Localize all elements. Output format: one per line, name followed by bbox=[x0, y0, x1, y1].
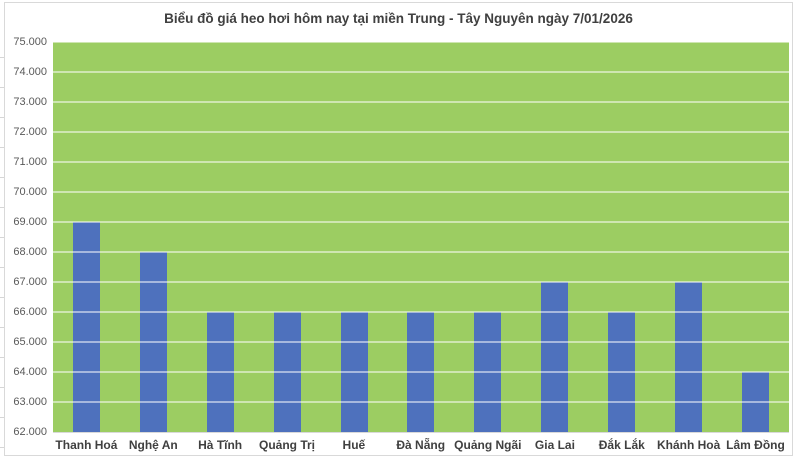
x-axis-category-label: Đà Nẵng bbox=[396, 438, 446, 452]
left-edge-row-tick bbox=[0, 147, 4, 148]
y-axis-tick-label: 62.000 bbox=[13, 426, 47, 438]
left-edge-row-tick bbox=[0, 207, 4, 208]
left-edge-row-tick bbox=[0, 387, 4, 388]
y-axis-tick-label: 69.000 bbox=[13, 216, 47, 228]
gridline bbox=[53, 221, 789, 223]
x-axis-category-label: Huế bbox=[342, 438, 366, 452]
left-edge-row-tick bbox=[0, 357, 4, 358]
left-edge-row-tick bbox=[0, 417, 4, 418]
x-axis-category-label: Hà Tĩnh bbox=[198, 438, 243, 452]
left-edge-row-tick bbox=[0, 267, 4, 268]
x-axis-category-label: Khánh Hoà bbox=[656, 438, 721, 452]
y-axis-tick-label: 70.000 bbox=[13, 186, 47, 198]
y-axis-tick-label: 74.000 bbox=[13, 66, 47, 78]
left-edge-row-tick bbox=[0, 117, 4, 118]
left-edge-row-tick bbox=[0, 447, 4, 448]
left-edge-row-tick bbox=[0, 57, 4, 58]
x-axis-category-label: Quảng Ngãi bbox=[454, 438, 522, 452]
gridline bbox=[53, 131, 789, 133]
left-edge-row-tick bbox=[0, 87, 4, 88]
bar-slot bbox=[655, 42, 722, 432]
left-edge-row-tick bbox=[0, 297, 4, 298]
y-axis-tick-label: 67.000 bbox=[13, 276, 47, 288]
left-edge-row-tick bbox=[0, 177, 4, 178]
gridline bbox=[53, 71, 789, 73]
gridline bbox=[53, 101, 789, 103]
gridline bbox=[53, 251, 789, 253]
left-edge-row-tick bbox=[0, 237, 4, 238]
gridline bbox=[53, 341, 789, 343]
y-axis-tick-label: 71.000 bbox=[13, 156, 47, 168]
bar-slot bbox=[53, 42, 120, 432]
chart-title: Biểu đồ giá heo hơi hôm nay tại miền Tru… bbox=[164, 11, 633, 26]
gridline bbox=[53, 401, 789, 403]
x-axis-category-label: Đắk Lắk bbox=[598, 438, 645, 452]
y-axis-labels: 75.000 74.000 73.000 72.000 71.000 70.000 69.0… bbox=[0, 0, 47, 463]
bar-slot bbox=[521, 42, 588, 432]
bar-8 bbox=[541, 282, 569, 432]
bar-10 bbox=[675, 282, 703, 432]
gridline bbox=[53, 161, 789, 163]
y-axis-tick-label: 73.000 bbox=[13, 96, 47, 108]
y-axis-tick-label: 68.000 bbox=[13, 246, 47, 258]
bar-1 bbox=[72, 222, 100, 432]
x-axis-category-label: Thanh Hoá bbox=[55, 438, 118, 452]
plot-area bbox=[53, 41, 789, 433]
y-axis-tick-label: 64.000 bbox=[13, 366, 47, 378]
x-axis-category-label: Gia Lai bbox=[534, 438, 575, 452]
gridline bbox=[53, 191, 789, 193]
left-edge-row-tick bbox=[0, 327, 4, 328]
x-axis-category-label: Quảng Trị bbox=[259, 438, 316, 452]
gridline bbox=[53, 371, 789, 373]
gridline bbox=[53, 311, 789, 313]
y-axis-tick-label: 72.000 bbox=[13, 126, 47, 138]
x-axis-labels: Thanh Hoá Nghệ An Hà Tĩnh Quảng Trị Huế Đà Nẵ… bbox=[53, 438, 789, 452]
x-axis-category-label: Nghệ An bbox=[128, 438, 178, 452]
y-axis-tick-label: 66.000 bbox=[13, 306, 47, 318]
gridline bbox=[53, 41, 789, 43]
y-axis-tick-label: 65.000 bbox=[13, 336, 47, 348]
y-axis-tick-label: 75.000 bbox=[13, 36, 47, 48]
x-axis-category-label: Lâm Đồng bbox=[726, 438, 785, 452]
y-axis-tick-label: 63.000 bbox=[13, 396, 47, 408]
gridline bbox=[53, 281, 789, 283]
